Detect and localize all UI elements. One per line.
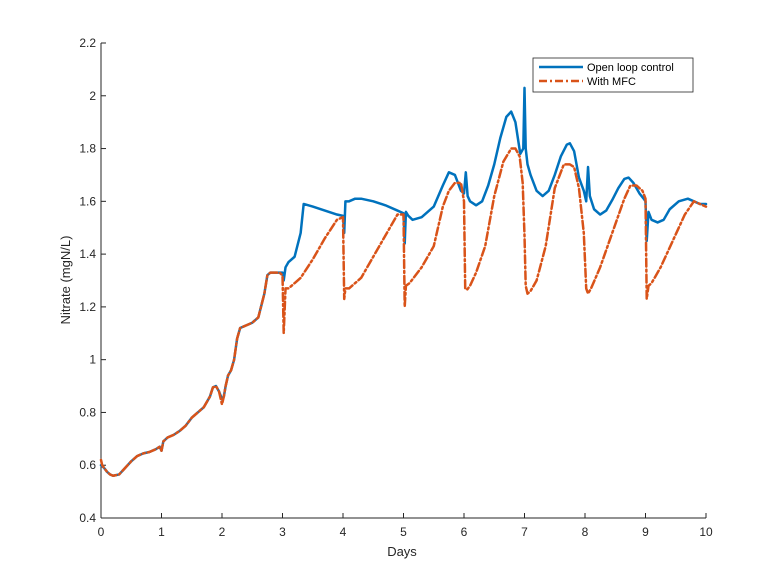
legend-label-mfc: With MFC bbox=[587, 76, 636, 88]
y-tick-label: 1.4 bbox=[79, 247, 96, 261]
x-tick-label: 5 bbox=[400, 525, 407, 539]
x-axis-title: Days bbox=[387, 544, 417, 559]
tick-labels: 0 1 2 3 4 5 6 7 8 9 10 0.4 0.6 0.8 1 1.2 1.4 1.6 1.8 2 2.2 bbox=[79, 36, 713, 539]
x-tick-label: 9 bbox=[642, 525, 649, 539]
y-tick-label: 0.6 bbox=[79, 458, 96, 472]
x-tick-label: 2 bbox=[219, 525, 226, 539]
x-tick-label: 6 bbox=[461, 525, 468, 539]
y-axis-title: Nitrate (mgN/L) bbox=[58, 236, 73, 325]
x-tick-label: 10 bbox=[699, 525, 713, 539]
x-tick-label: 8 bbox=[582, 525, 589, 539]
series-lines bbox=[99, 86, 708, 478]
x-tick-label: 3 bbox=[279, 525, 286, 539]
x-tick-label: 7 bbox=[521, 525, 528, 539]
y-tick-label: 2.2 bbox=[79, 36, 96, 50]
y-tick-label: 0.4 bbox=[79, 511, 96, 525]
y-tick-label: 2 bbox=[89, 89, 96, 103]
x-tick-label: 0 bbox=[98, 525, 105, 539]
y-tick-label: 1 bbox=[89, 353, 96, 367]
axes bbox=[100, 42, 707, 519]
legend-box bbox=[532, 57, 694, 93]
x-tick-label: 1 bbox=[158, 525, 165, 539]
y-tick-label: 1.2 bbox=[79, 300, 96, 314]
series-line-mfc bbox=[99, 147, 708, 478]
legend: Open loop control With MFC bbox=[532, 57, 694, 93]
legend-label-open-loop: Open loop control bbox=[587, 62, 674, 74]
y-tick-label: 1.6 bbox=[79, 194, 96, 208]
x-tick-label: 4 bbox=[340, 525, 347, 539]
y-tick-label: 0.8 bbox=[79, 405, 96, 419]
y-tick-label: 1.8 bbox=[79, 142, 96, 156]
